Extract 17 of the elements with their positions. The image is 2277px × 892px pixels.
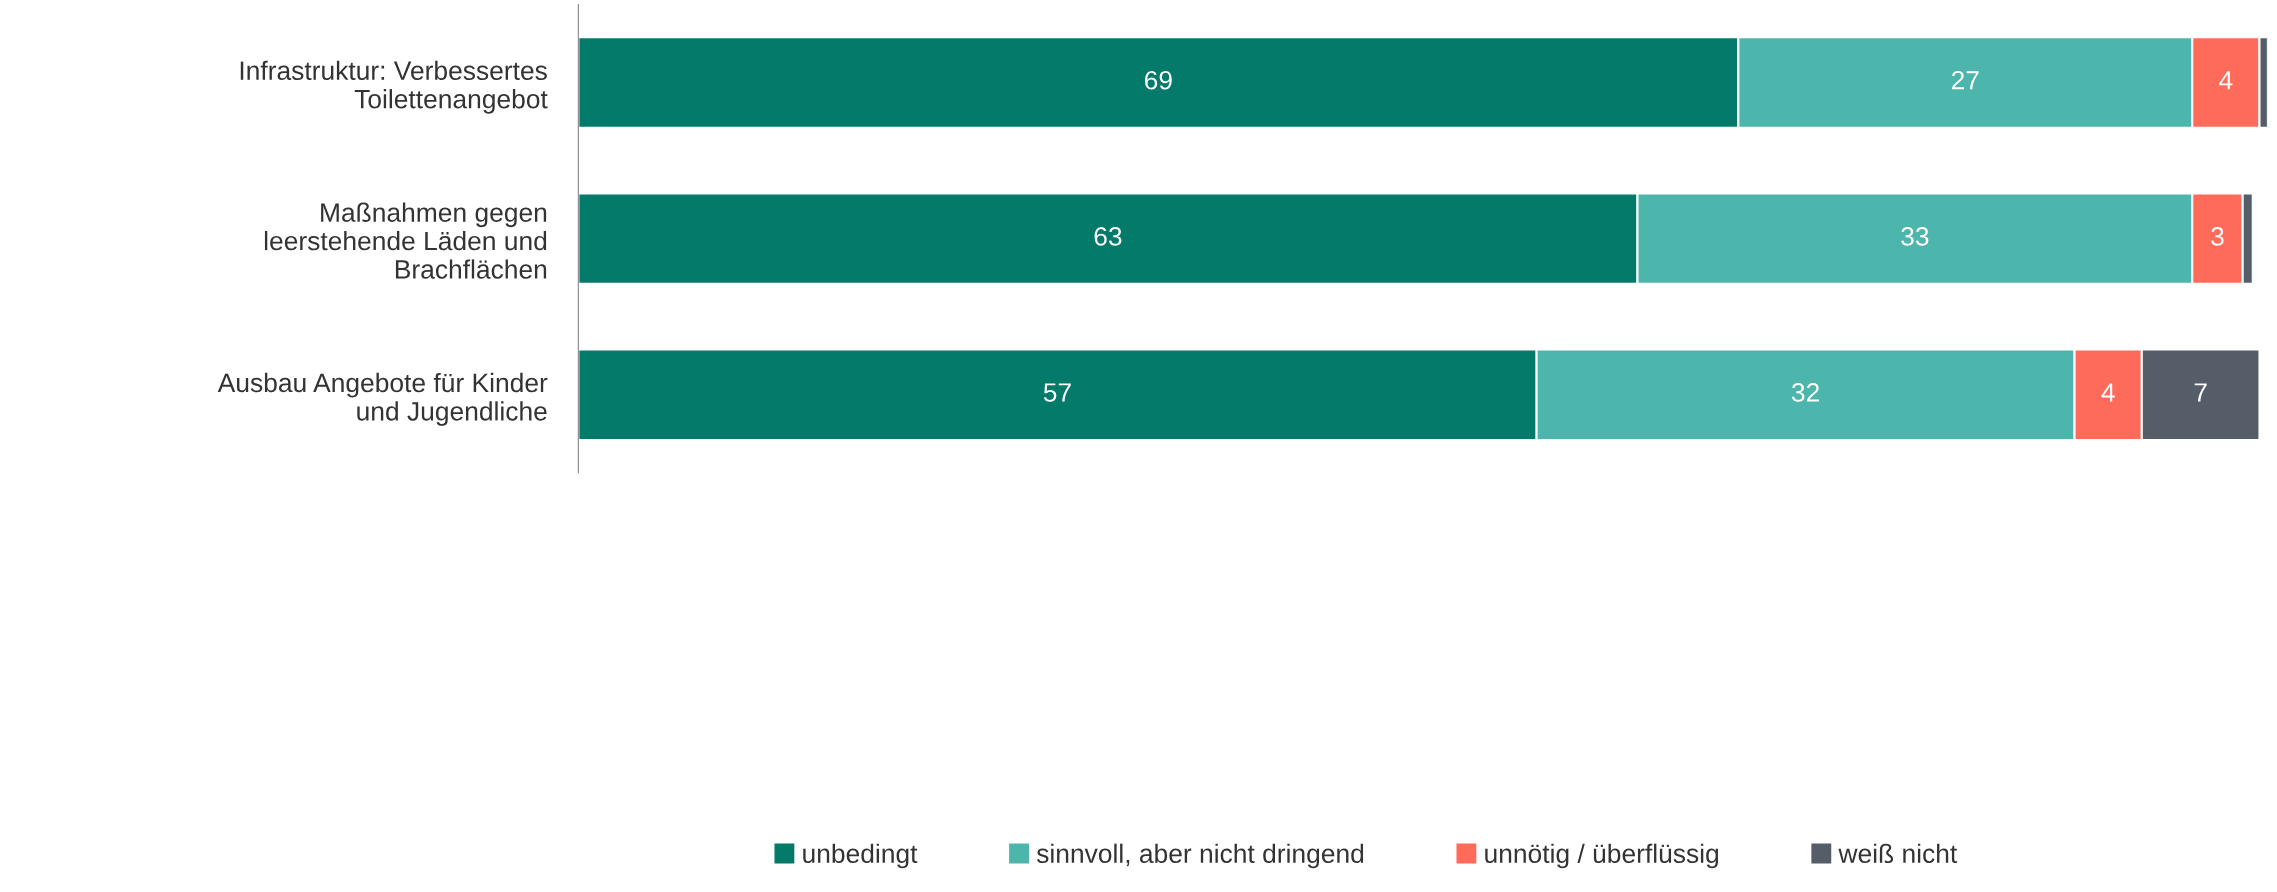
data-label: 32 — [1791, 383, 1819, 402]
legend-label: weiß nicht — [1838, 843, 1958, 864]
data-label: 63 — [1094, 227, 1122, 246]
legend-label: unnötig / überflüssig — [1485, 843, 1719, 869]
data-label: 4 — [2101, 383, 2115, 402]
y-tick-label: Maßnahmen gegen leerstehende Läden und Brachflächen — [264, 202, 547, 279]
data-label: 7 — [2194, 383, 2207, 402]
data-label: 4 — [2219, 71, 2233, 90]
data-label: 69 — [1145, 70, 1172, 90]
y-tick-label: Infrastruktur: Verbessertes Toilettenangebot — [240, 60, 548, 114]
y-tick-label: Ausbau Angebote für Kinder und Jugendliche — [217, 372, 548, 426]
data-label: 57 — [1043, 383, 1071, 402]
legend-label: sinnvoll, aber nicht dringend — [1036, 843, 1364, 869]
legend-label: unbedingt — [803, 843, 918, 869]
data-label: 3 — [2211, 227, 2224, 246]
data-label: 27 — [1951, 70, 1979, 90]
data-label: 33 — [1901, 227, 1929, 246]
